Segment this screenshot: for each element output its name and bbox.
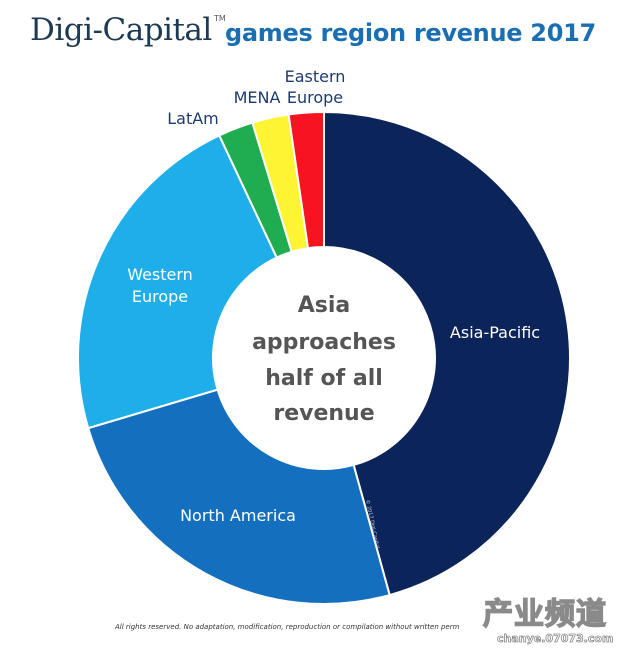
- label-eastern-europe-1: Eastern: [285, 67, 346, 86]
- trademark-mark: TM: [214, 14, 226, 23]
- watermark-url: chanye.07073.com: [497, 632, 614, 646]
- chart-subtitle: games region revenue 2017: [225, 19, 596, 47]
- donut-hole: [213, 247, 435, 469]
- label-western-europe-1: Western: [127, 265, 193, 284]
- footer-rights-notice: All rights reserved. No adaptation, modi…: [115, 623, 460, 631]
- center-line-3: half of all: [265, 366, 383, 391]
- label-mena: MENA: [234, 88, 281, 107]
- donut-slices: [77, 110, 571, 605]
- watermark-cn: 产业频道: [482, 597, 607, 632]
- center-line-1: Asia: [298, 293, 351, 318]
- label-western-europe-2: Europe: [132, 287, 188, 306]
- label-eastern-europe-2: Europe: [287, 88, 343, 107]
- center-line-2: approaches: [252, 330, 396, 355]
- label-asia-pacific: Asia-Pacific: [450, 323, 540, 342]
- brand-logo-text: Digi-Capital: [30, 12, 212, 48]
- label-latam: LatAm: [167, 109, 219, 128]
- center-line-4: revenue: [273, 401, 374, 426]
- watermark: 产业频道 chanye.07073.com: [482, 597, 623, 654]
- chart-title: Digi-Capital TM games region revenue 201…: [0, 10, 634, 54]
- center-annotation: Asia approaches half of all revenue: [252, 293, 396, 426]
- label-north-america: North America: [180, 506, 296, 525]
